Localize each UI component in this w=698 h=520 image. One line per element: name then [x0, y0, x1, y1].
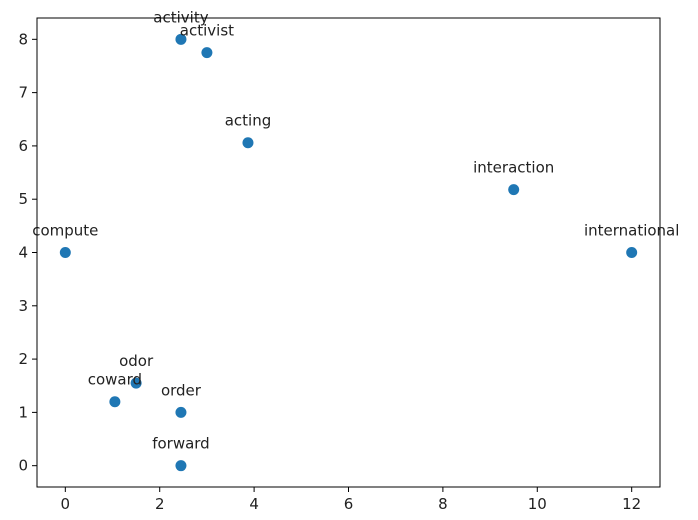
y-tick-label: 0: [18, 457, 28, 475]
points-layer: [59, 33, 638, 472]
y-tick-label: 1: [18, 403, 28, 421]
point-label: interaction: [473, 159, 554, 177]
scatter-point: [626, 247, 638, 258]
point-label: compute: [32, 222, 98, 240]
point-label: forward: [152, 435, 210, 453]
scatter-point: [130, 377, 142, 389]
x-tick-label: 12: [622, 495, 641, 513]
point-label: acting: [225, 112, 272, 130]
scatter-point: [201, 47, 213, 59]
point-label: international: [584, 222, 679, 240]
x-tick-label: 6: [344, 495, 354, 513]
point-label: coward: [88, 371, 142, 389]
scatter-point: [59, 247, 71, 258]
point-label: activity: [153, 8, 208, 26]
y-tick-label: 4: [18, 244, 28, 262]
point-label: order: [161, 381, 202, 399]
x-axis: 0 2 4 6 8 10 12: [61, 487, 641, 513]
y-tick-label: 6: [18, 137, 28, 155]
scatter-point: [109, 396, 121, 408]
y-tick-label: 2: [18, 350, 28, 368]
plot-frame: [36, 17, 661, 488]
y-tick-label: 7: [18, 84, 28, 102]
y-tick-label: 8: [18, 30, 28, 48]
point-label: activist: [180, 22, 234, 40]
x-tick-label: 10: [528, 495, 547, 513]
point-label: odor: [119, 352, 154, 370]
scatter-point: [175, 460, 187, 472]
scatter-point: [175, 406, 187, 418]
scatter-point: [242, 137, 254, 149]
x-tick-label: 4: [249, 495, 259, 513]
x-tick-label: 8: [438, 495, 448, 513]
scatter-point: [175, 33, 187, 45]
scatter-point: [508, 184, 520, 196]
y-axis: 0 1 2 3 4 5 6 7 8: [18, 30, 37, 475]
x-tick-label: 0: [61, 495, 71, 513]
y-tick-label: 5: [18, 190, 28, 208]
y-tick-label: 3: [18, 297, 28, 315]
x-tick-label: 2: [155, 495, 165, 513]
